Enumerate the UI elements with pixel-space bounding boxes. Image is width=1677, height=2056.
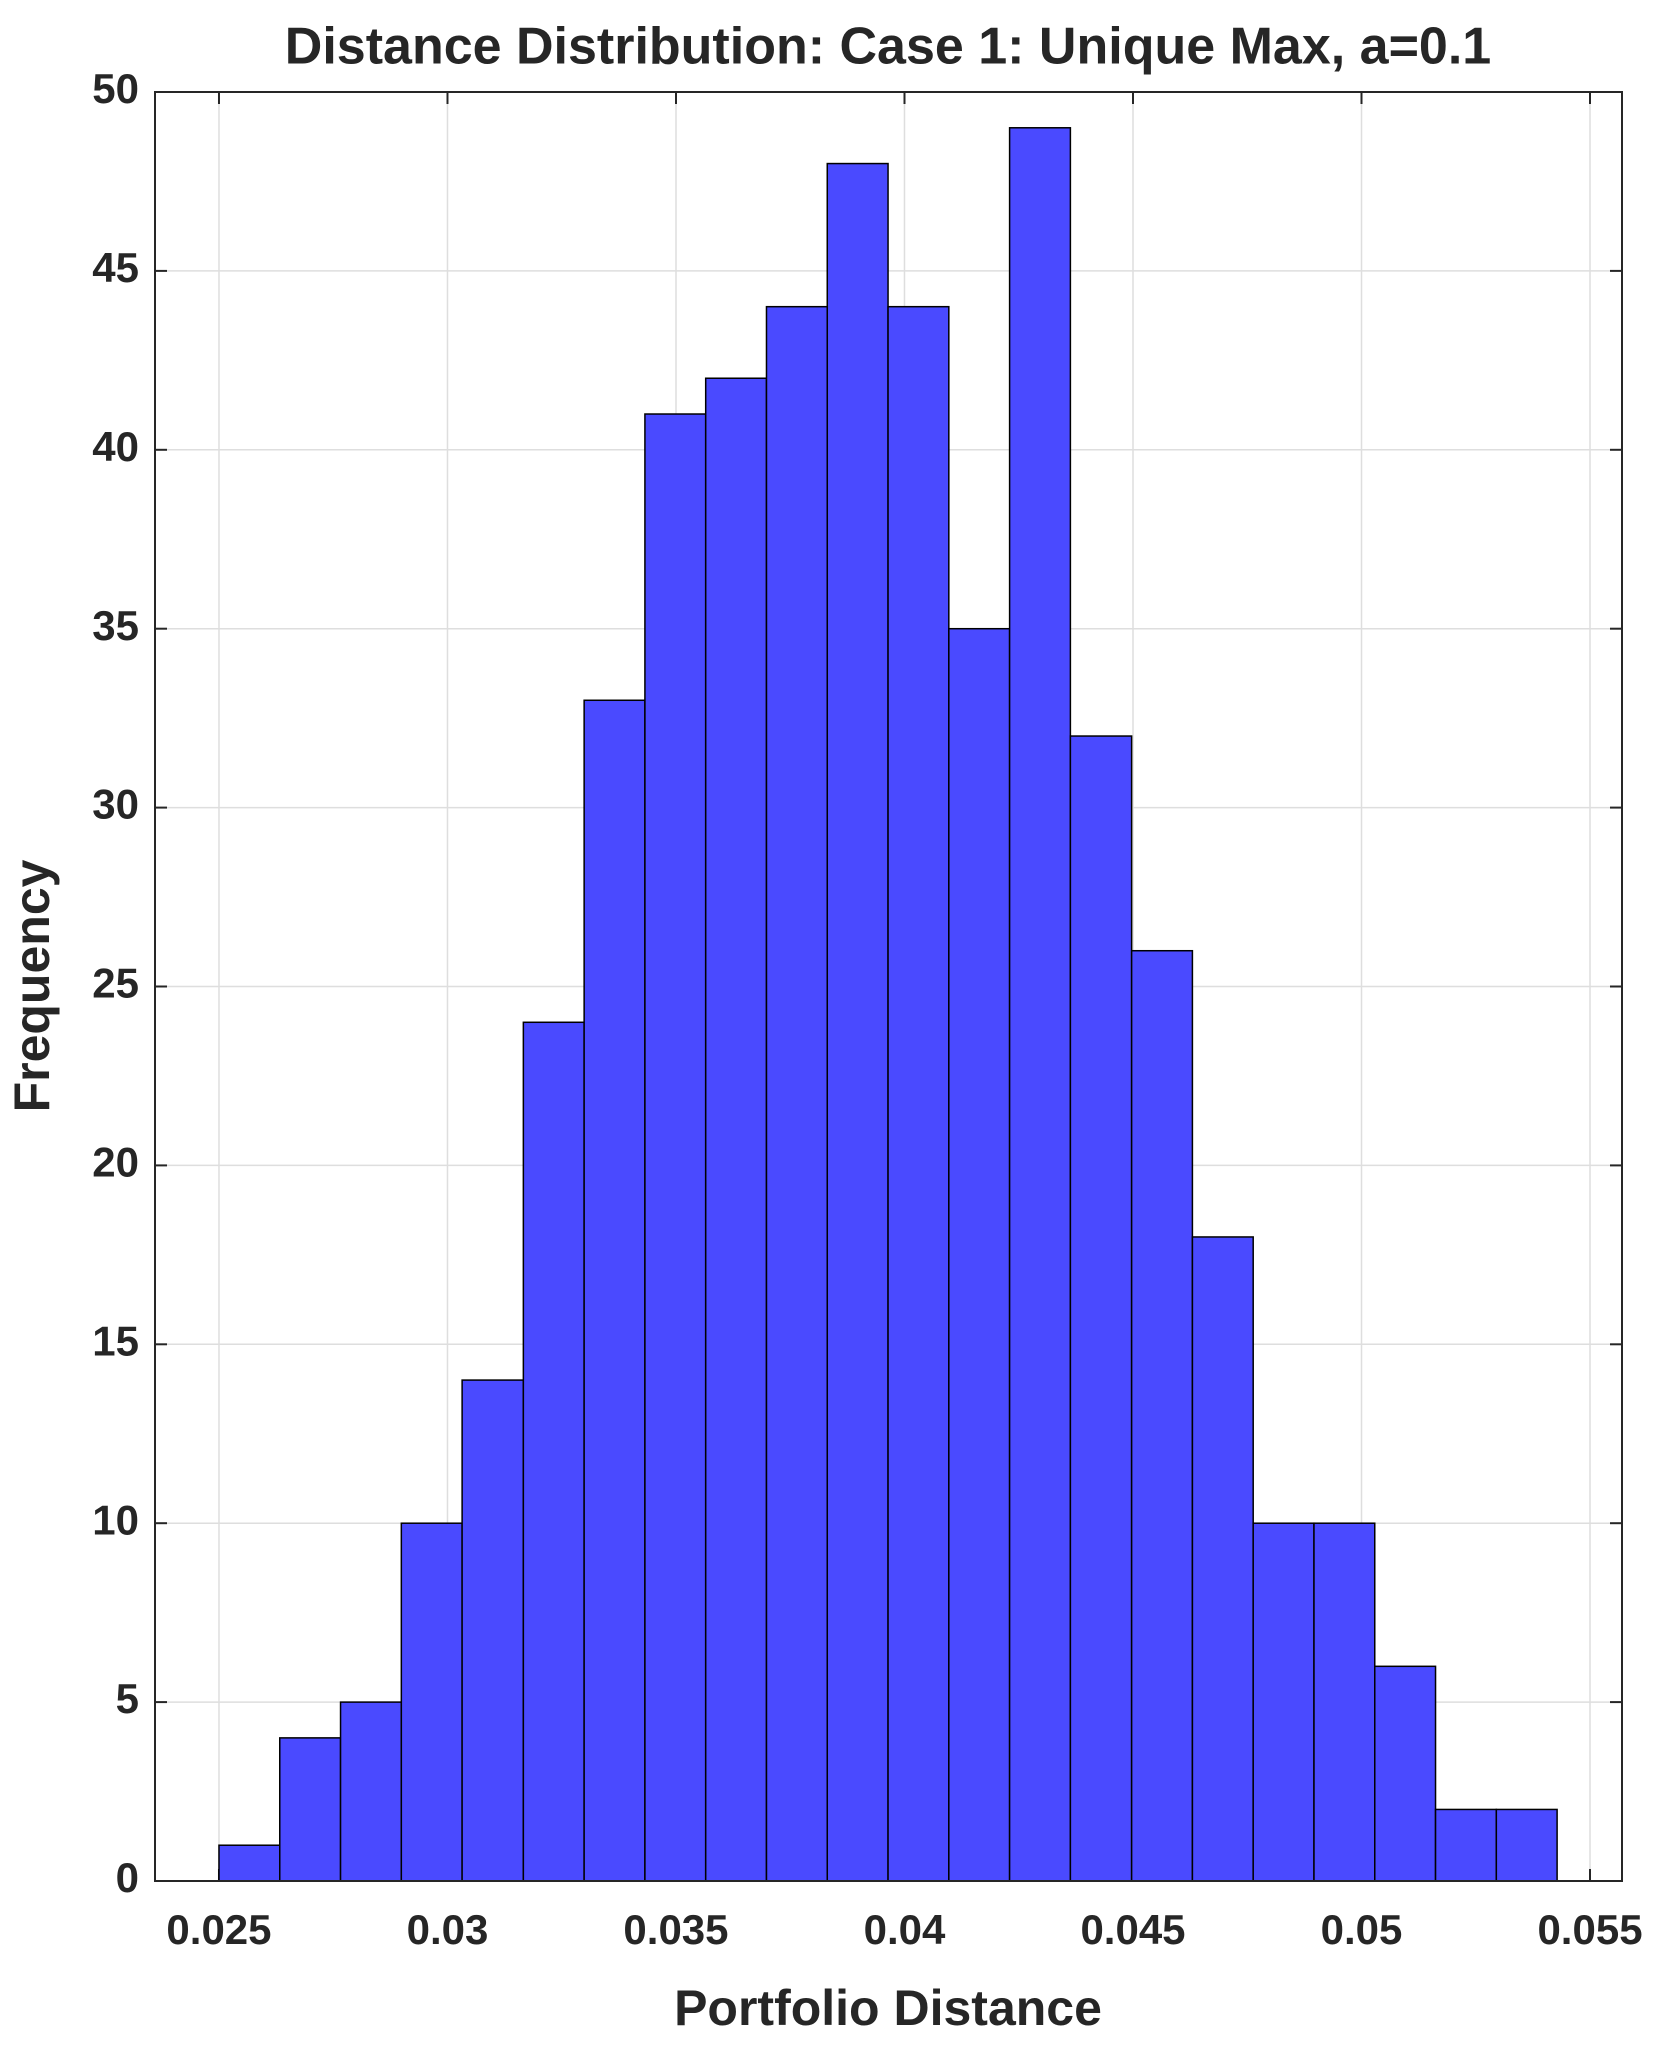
- axes-box: [154, 91, 1623, 1882]
- bar: [461, 1379, 525, 1882]
- bar: [887, 305, 950, 1882]
- bar: [1374, 1665, 1437, 1882]
- y-tick-label: 20: [92, 1138, 139, 1185]
- y-tick-label: 5: [116, 1675, 139, 1722]
- y-tick-label: 15: [92, 1317, 139, 1364]
- x-tick-label: 0.04: [864, 1906, 946, 1953]
- bar: [644, 413, 707, 1882]
- x-tick-label: 0.045: [1080, 1906, 1185, 1953]
- y-axis-label: Frequency: [4, 859, 60, 1112]
- y-tick-label: 35: [92, 602, 139, 649]
- x-tick-label: 0.055: [1537, 1906, 1642, 1953]
- bar: [1130, 949, 1194, 1882]
- bar: [1495, 1808, 1558, 1882]
- bar: [1191, 1236, 1254, 1882]
- bar: [339, 1701, 403, 1882]
- bar: [1008, 127, 1072, 1882]
- bar: [948, 627, 1011, 1882]
- y-tick-label: 40: [92, 423, 139, 470]
- y-tick-label: 30: [92, 781, 139, 828]
- bar: [765, 305, 829, 1882]
- y-tick-label: 10: [92, 1496, 139, 1543]
- x-tick-label: 0.025: [166, 1906, 271, 1953]
- x-tick-label: 0.03: [407, 1906, 489, 1953]
- bar: [400, 1522, 463, 1882]
- bar: [583, 699, 646, 1882]
- x-tick-label: 0.035: [623, 1906, 728, 1953]
- x-tick-label: 0.05: [1321, 1906, 1403, 1953]
- chart-title: Distance Distribution: Case 1: Unique Ma…: [285, 18, 1491, 76]
- bar: [218, 1844, 281, 1882]
- bar: [279, 1737, 342, 1882]
- y-tick-label: 25: [92, 960, 139, 1007]
- y-tick-label: 45: [92, 244, 139, 291]
- y-tick-label: 50: [92, 65, 139, 112]
- bar: [1434, 1808, 1498, 1882]
- x-axis-label: Portfolio Distance: [674, 1980, 1102, 2036]
- bar: [826, 162, 889, 1882]
- bar: [704, 377, 768, 1882]
- bar: [1069, 735, 1133, 1882]
- y-tick-label: 0: [116, 1854, 139, 1901]
- bar: [1313, 1522, 1376, 1882]
- bar: [522, 1021, 585, 1882]
- bar: [1252, 1522, 1315, 1882]
